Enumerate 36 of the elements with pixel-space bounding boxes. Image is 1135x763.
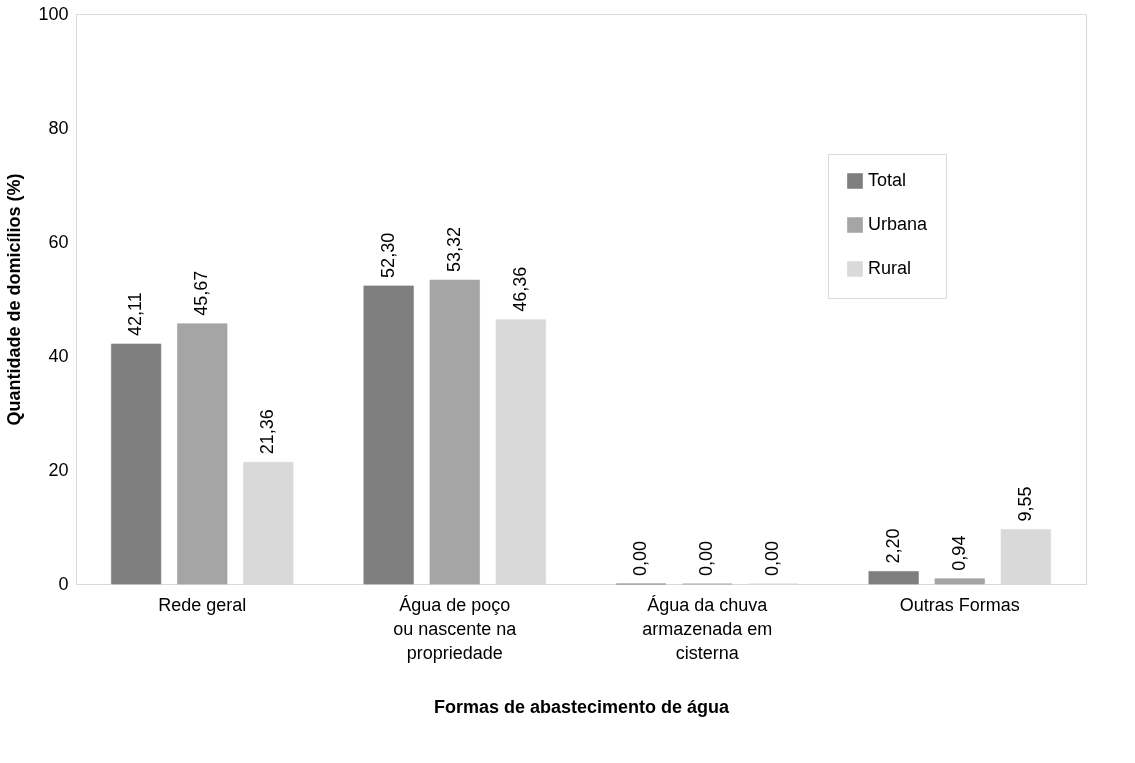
data-label: 0,94 — [948, 535, 969, 571]
legend-label: Rural — [868, 258, 912, 278]
data-label: 21,36 — [257, 409, 278, 455]
data-label: 52,30 — [377, 232, 398, 278]
bar — [177, 323, 228, 585]
bar — [1000, 529, 1051, 585]
y-tick-label: 100 — [38, 3, 69, 24]
bar — [495, 319, 546, 585]
bar — [111, 343, 162, 585]
data-label: 0,00 — [762, 540, 783, 576]
data-label: 53,32 — [443, 227, 464, 273]
bar — [429, 279, 480, 585]
bar — [868, 571, 919, 585]
data-label: 0,00 — [696, 540, 717, 576]
data-label: 0,00 — [630, 540, 651, 576]
bar — [934, 578, 985, 585]
y-tick-label: 80 — [48, 117, 69, 138]
y-tick-label: 60 — [48, 231, 69, 252]
x-axis-title: Formas de abastecimento de água — [433, 696, 731, 717]
y-tick-label: 20 — [48, 459, 69, 480]
x-tick-label: Rede geral — [158, 594, 247, 615]
data-label: 42,11 — [125, 292, 146, 336]
data-label: 46,36 — [509, 266, 530, 312]
x-tick-label: Água da chuva armazenada em cisterna — [642, 594, 773, 663]
legend-label: Urbana — [868, 214, 929, 234]
x-tick-label: Água de poço ou nascente na propriedade — [393, 594, 518, 663]
y-tick-label: 40 — [48, 345, 69, 366]
bar — [243, 461, 294, 585]
y-tick-label: 0 — [58, 573, 69, 594]
y-axis-title: Quantidade de domicílios (%) — [4, 173, 25, 426]
x-tick-label: Outras Formas — [899, 594, 1020, 615]
legend-label: Total — [868, 170, 907, 190]
bar — [363, 285, 414, 585]
data-label: 2,20 — [882, 528, 903, 564]
data-label: 45,67 — [191, 270, 212, 316]
data-label: 9,55 — [1014, 486, 1035, 522]
